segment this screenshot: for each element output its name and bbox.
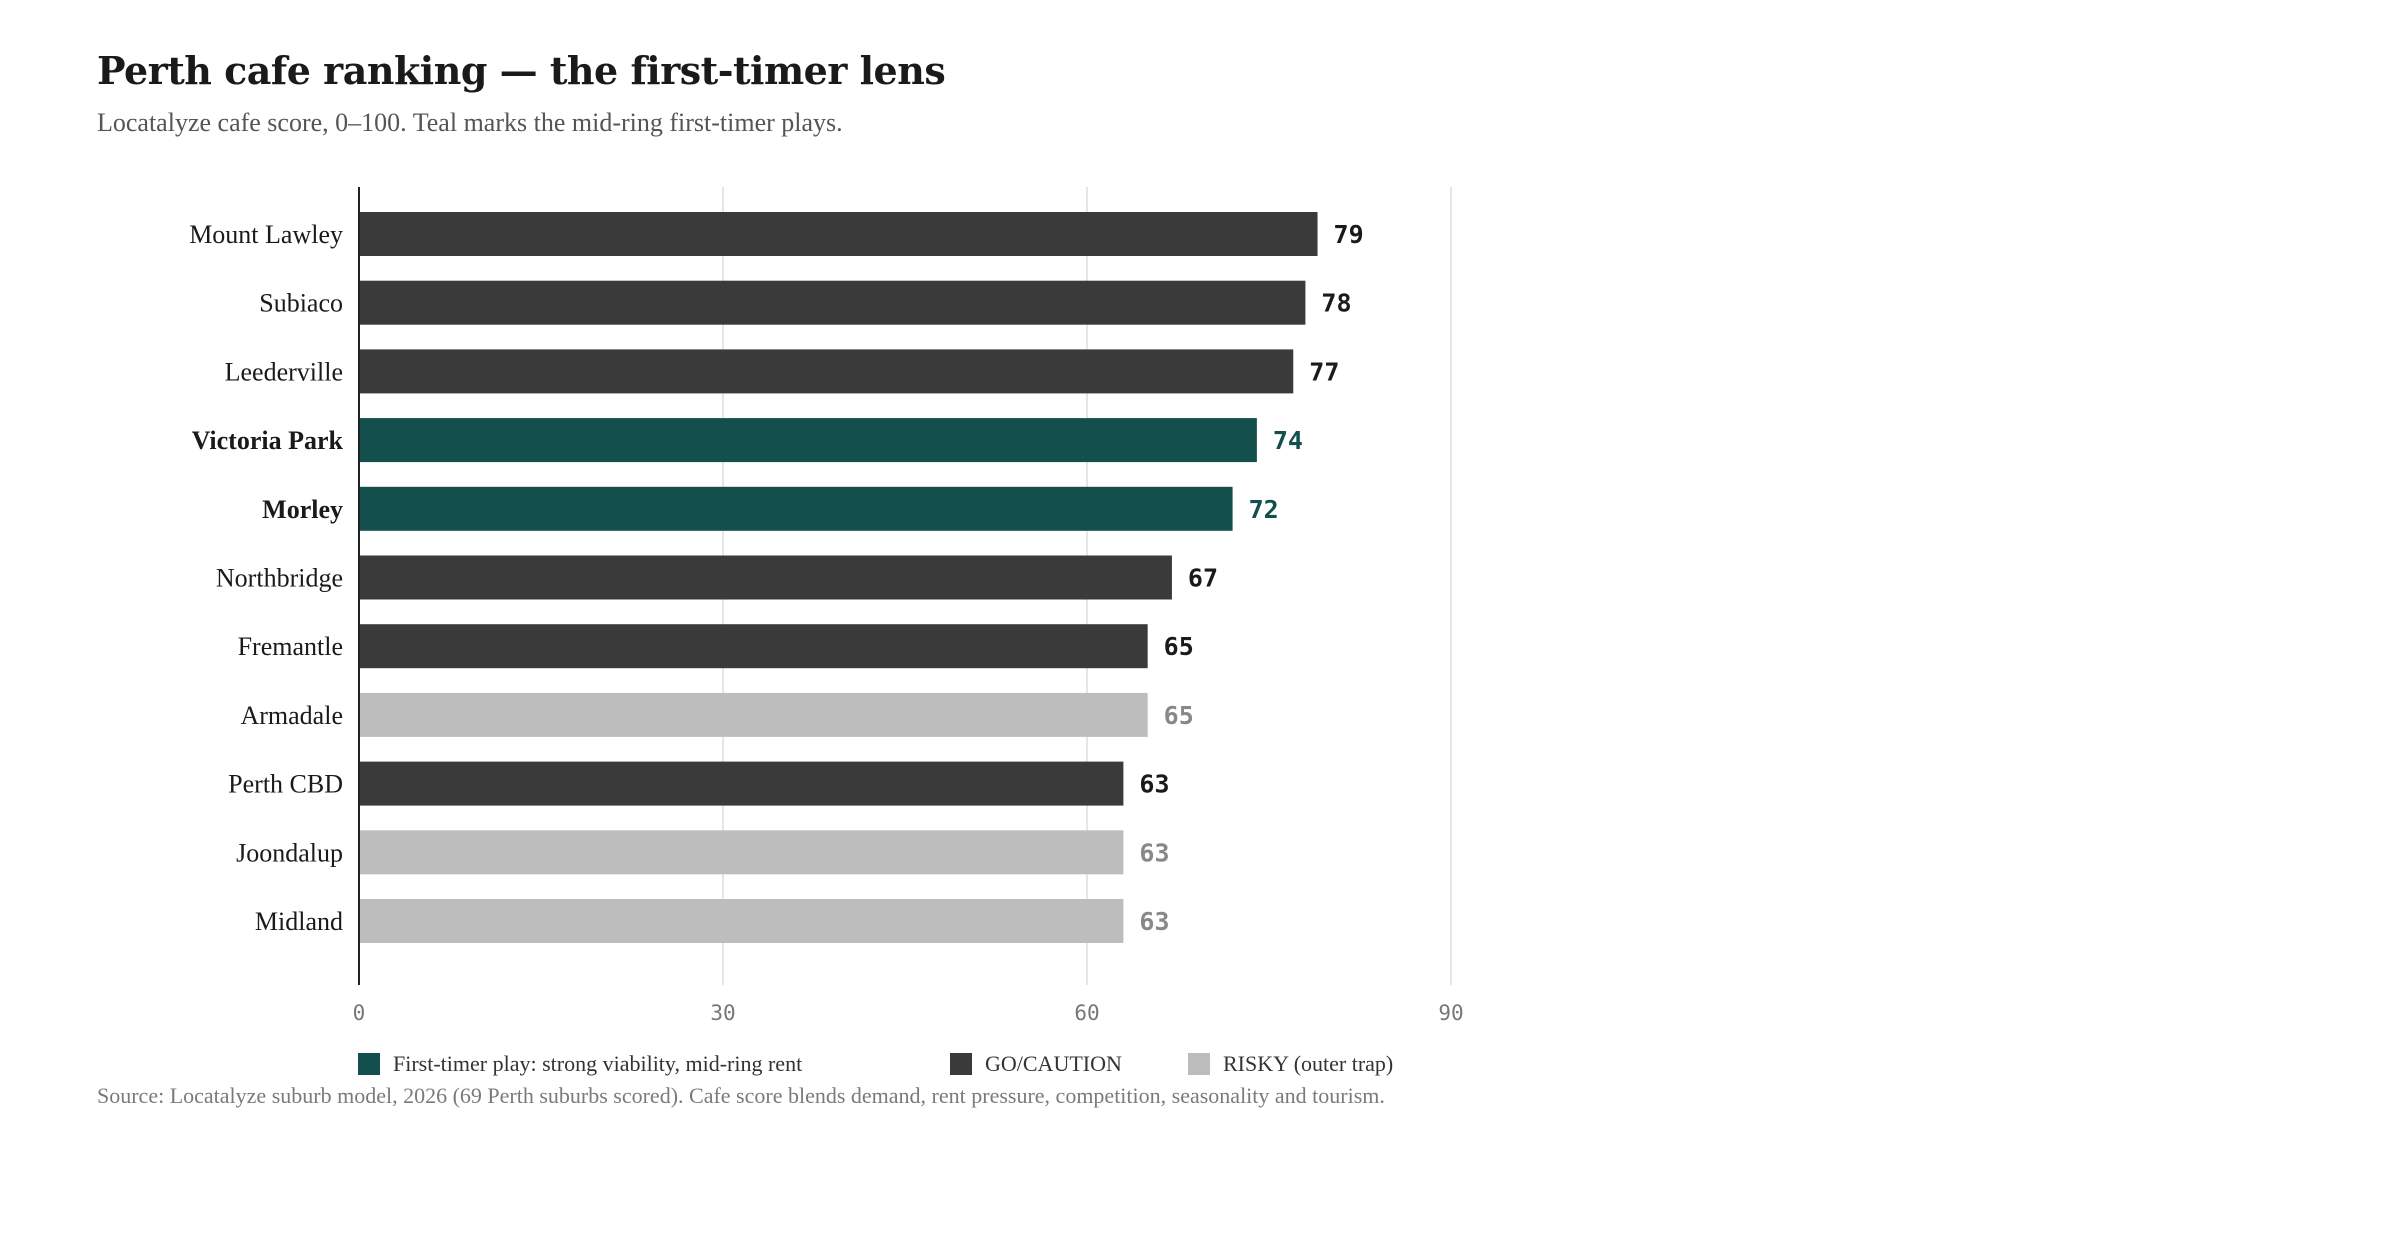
bars — [359, 212, 1318, 943]
category-label: Midland — [255, 907, 343, 936]
bar — [359, 692, 1148, 737]
category-label: Mount Lawley — [189, 220, 343, 249]
value-label: 65 — [1164, 701, 1194, 730]
category-label: Fremantle — [238, 632, 343, 661]
value-label: 63 — [1139, 907, 1169, 936]
value-label: 72 — [1249, 495, 1279, 524]
category-label: Morley — [262, 495, 343, 524]
bar — [359, 555, 1172, 600]
legend-item-go-caution: GO/CAUTION — [950, 1051, 1122, 1077]
chart-title: Perth cafe ranking — the first-timer len… — [97, 48, 946, 93]
legend-swatch-first-timer — [358, 1053, 380, 1075]
legend-item-first-timer: First-timer play: strong viability, mid-… — [358, 1051, 802, 1077]
legend-label-go-caution: GO/CAUTION — [985, 1051, 1122, 1076]
bar — [359, 830, 1124, 875]
category-label: Joondalup — [236, 838, 343, 867]
category-label: Northbridge — [216, 564, 343, 593]
bar — [359, 624, 1148, 669]
value-label: 79 — [1334, 220, 1364, 249]
category-label: Victoria Park — [192, 426, 344, 455]
value-label: 63 — [1139, 770, 1169, 799]
bar — [359, 899, 1124, 943]
x-tick-label: 90 — [1438, 1001, 1463, 1025]
x-tick-label: 30 — [710, 1001, 735, 1025]
value-label: 78 — [1321, 289, 1351, 318]
bar — [359, 349, 1294, 394]
x-tick-label: 0 — [353, 1001, 366, 1025]
legend-label-first-timer: First-timer play: strong viability, mid-… — [393, 1051, 803, 1076]
category-label: Perth CBD — [228, 770, 343, 799]
category-labels: Mount Lawley Subiaco Leederville Victoria P… — [189, 220, 343, 936]
chart-subtitle: Locatalyze cafe score, 0–100. Teal marks… — [97, 108, 843, 137]
bar — [359, 280, 1306, 325]
bar-chart: Mount Lawley Subiaco Leederville Victoria P… — [189, 187, 1464, 1025]
value-label: 74 — [1273, 426, 1303, 455]
value-labels: 79 78 77 74 72 67 65 65 63 63 63 — [1139, 220, 1363, 936]
value-label: 65 — [1164, 632, 1194, 661]
legend-item-risky: RISKY (outer trap) — [1188, 1051, 1393, 1077]
category-label: Leederville — [225, 357, 343, 386]
category-label: Subiaco — [259, 289, 343, 318]
bar — [359, 761, 1124, 806]
legend-swatch-risky — [1188, 1053, 1210, 1075]
value-label: 67 — [1188, 564, 1218, 593]
x-tick-label: 60 — [1074, 1001, 1099, 1025]
bar — [359, 418, 1257, 463]
category-label: Armadale — [240, 701, 343, 730]
bar — [359, 212, 1318, 256]
legend-swatch-go-caution — [950, 1053, 972, 1075]
value-label: 63 — [1139, 838, 1169, 867]
bar — [359, 486, 1233, 531]
x-axis-ticks: 0 30 60 90 — [353, 1001, 1464, 1025]
value-label: 77 — [1309, 357, 1339, 386]
source-note: Source: Locatalyze suburb model, 2026 (6… — [97, 1083, 1385, 1108]
legend-label-risky: RISKY (outer trap) — [1223, 1051, 1394, 1076]
